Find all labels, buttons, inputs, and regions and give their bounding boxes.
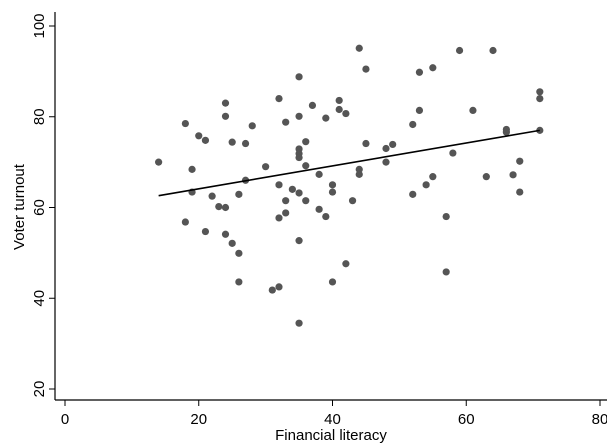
data-point	[275, 181, 283, 189]
data-point	[516, 188, 524, 196]
data-point	[482, 173, 490, 181]
data-point	[516, 157, 524, 165]
data-point	[536, 95, 544, 103]
data-point	[502, 128, 510, 136]
data-point	[201, 227, 210, 236]
data-point	[221, 230, 230, 238]
data-point	[181, 119, 189, 128]
data-point	[295, 153, 303, 162]
data-point	[235, 190, 243, 198]
data-point	[409, 190, 417, 198]
fit-line	[158, 129, 540, 197]
data-point	[288, 185, 296, 193]
data-point	[188, 165, 196, 173]
data-point	[509, 171, 517, 179]
data-point	[295, 237, 303, 245]
data-point	[221, 112, 230, 120]
x-axis-title: Financial literacy	[275, 427, 387, 443]
data-point	[442, 268, 450, 276]
data-point	[295, 112, 303, 120]
data-point	[275, 214, 283, 222]
data-point	[449, 149, 457, 157]
data-point	[536, 88, 544, 96]
data-point	[415, 106, 424, 114]
data-point	[342, 109, 350, 118]
data-point	[489, 46, 497, 55]
data-point	[315, 170, 323, 178]
fit-line-layer	[158, 129, 540, 197]
x-tick-label: 80	[592, 411, 607, 428]
data-point	[295, 319, 303, 327]
y-axis-title: Voter turnout	[11, 163, 28, 250]
data-point	[328, 278, 337, 286]
data-point	[409, 120, 417, 129]
data-point	[221, 203, 230, 212]
data-point	[422, 181, 430, 189]
y-tick-label: 60	[31, 199, 48, 216]
data-point	[248, 122, 256, 130]
data-point	[415, 68, 424, 76]
data-point	[429, 64, 437, 72]
data-point	[322, 114, 330, 122]
data-point	[328, 188, 337, 196]
data-point	[335, 105, 343, 114]
data-point	[355, 44, 363, 52]
data-point	[362, 65, 370, 73]
x-tick-label: 0	[61, 411, 69, 428]
data-point	[228, 138, 236, 146]
data-point	[282, 209, 290, 217]
data-point	[335, 96, 343, 105]
data-point	[195, 132, 203, 140]
data-point	[282, 197, 290, 205]
data-point	[228, 239, 236, 247]
data-point	[382, 158, 390, 166]
data-point	[268, 286, 276, 294]
data-point	[455, 46, 464, 55]
data-point	[302, 197, 310, 205]
data-point	[221, 99, 230, 107]
y-tick-label: 80	[31, 108, 48, 125]
data-point	[282, 118, 290, 126]
data-point	[342, 260, 350, 268]
data-point	[389, 140, 397, 149]
y-tick-label: 100	[31, 13, 48, 38]
data-point	[275, 95, 283, 103]
x-tick-label: 40	[324, 411, 341, 428]
data-point	[429, 173, 437, 181]
data-point	[382, 144, 390, 153]
x-tick-label: 20	[190, 411, 207, 428]
x-ticks: 0 20 40 60 80	[61, 400, 607, 428]
data-point	[241, 139, 250, 148]
data-point	[302, 162, 310, 170]
data-point	[275, 283, 283, 291]
data-point	[201, 136, 210, 144]
data-point	[315, 205, 323, 213]
y-tick-label: 20	[31, 381, 48, 398]
y-ticks: 20 40 60 80 100	[31, 13, 55, 397]
data-point	[362, 139, 370, 148]
points-layer	[155, 44, 544, 327]
data-point	[295, 73, 303, 81]
y-tick-label: 40	[31, 290, 48, 307]
data-point	[442, 212, 450, 221]
x-tick-label: 60	[458, 411, 475, 428]
data-point	[469, 106, 477, 114]
data-point	[308, 101, 317, 110]
data-point	[355, 165, 363, 173]
data-point	[295, 189, 303, 197]
data-point	[328, 181, 337, 189]
data-point	[208, 192, 216, 200]
data-point	[235, 278, 243, 286]
data-point	[262, 163, 270, 171]
data-point	[355, 170, 363, 178]
data-point	[322, 212, 330, 221]
data-point	[235, 249, 243, 257]
data-point	[215, 202, 223, 211]
data-point	[155, 158, 163, 166]
data-point	[302, 138, 310, 146]
data-point	[348, 197, 357, 205]
data-point	[181, 218, 189, 226]
